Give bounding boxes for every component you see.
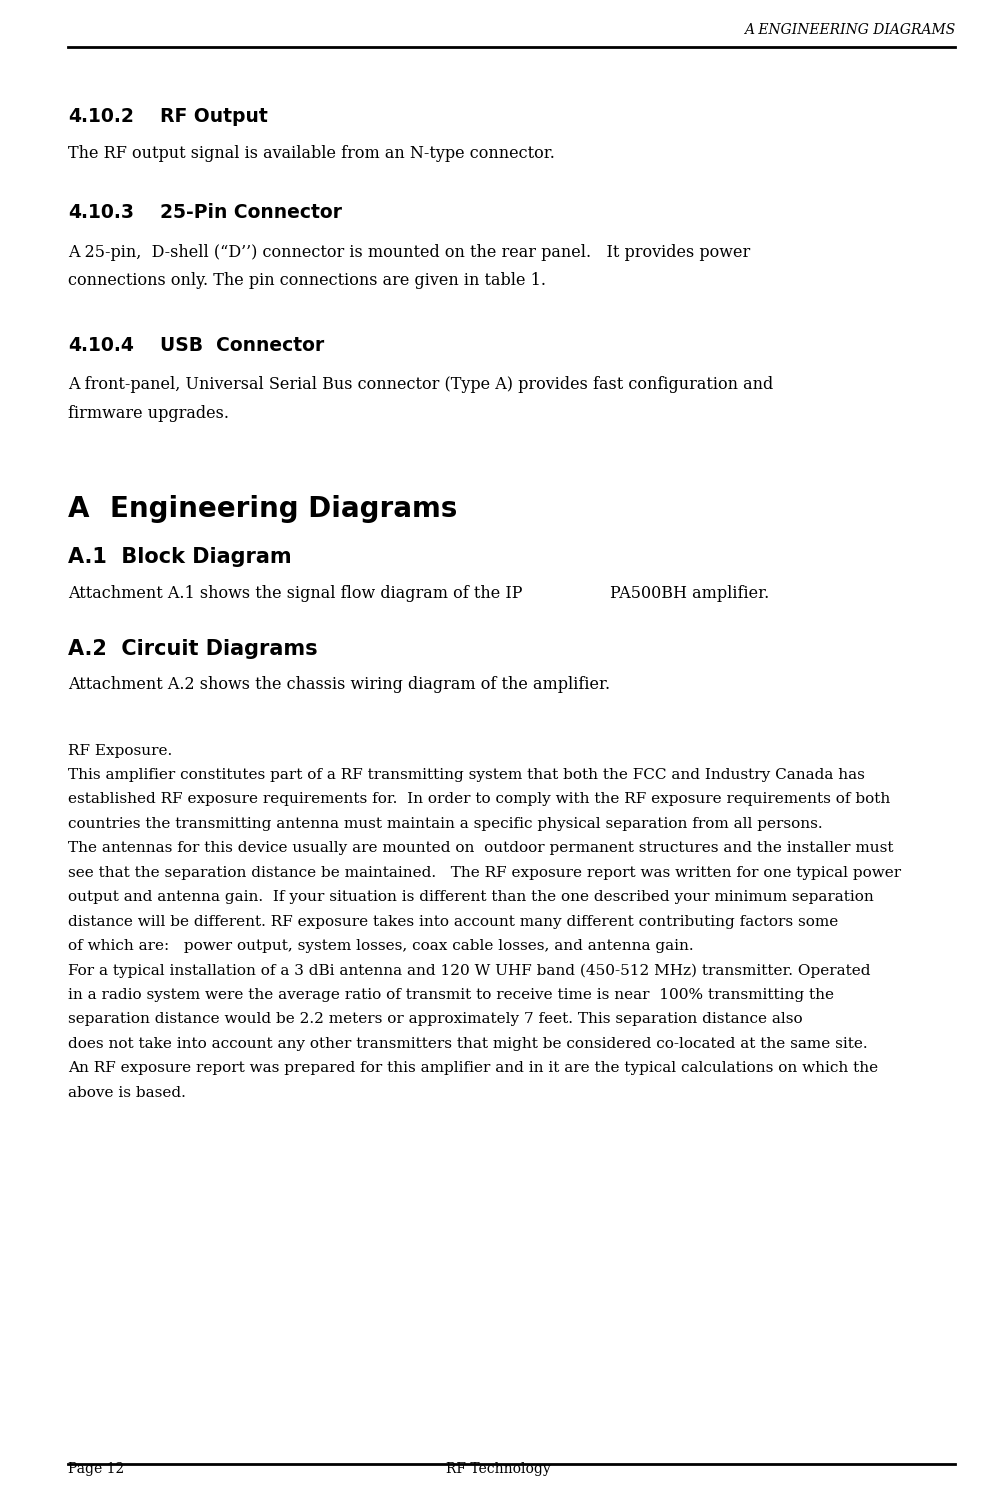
Text: above is based.: above is based. [68, 1085, 185, 1100]
Text: An RF exposure report was prepared for this amplifier and in it are the typical : An RF exposure report was prepared for t… [68, 1061, 878, 1075]
Text: Attachment A.2 shows the chassis wiring diagram of the amplifier.: Attachment A.2 shows the chassis wiring … [68, 676, 610, 693]
Text: 4.10.3: 4.10.3 [68, 202, 134, 222]
Text: Page 12: Page 12 [68, 1462, 124, 1475]
Text: connections only. The pin connections are given in table 1.: connections only. The pin connections ar… [68, 273, 545, 289]
Text: see that the separation distance be maintained.   The RF exposure report was wri: see that the separation distance be main… [68, 866, 901, 880]
Text: distance will be different. RF exposure takes into account many different contri: distance will be different. RF exposure … [68, 914, 838, 928]
Text: separation distance would be 2.2 meters or approximately 7 feet. This separation: separation distance would be 2.2 meters … [68, 1012, 803, 1027]
Text: A: A [68, 495, 90, 523]
Text: This amplifier constitutes part of a RF transmitting system that both the FCC an: This amplifier constitutes part of a RF … [68, 767, 864, 782]
Text: A.1  Block Diagram: A.1 Block Diagram [68, 547, 291, 567]
Text: RF Technology: RF Technology [446, 1462, 551, 1475]
Text: Attachment A.1 shows the signal flow diagram of the IP: Attachment A.1 shows the signal flow dia… [68, 585, 522, 601]
Text: firmware upgrades.: firmware upgrades. [68, 405, 228, 421]
Text: RF Output: RF Output [160, 108, 267, 126]
Text: The antennas for this device usually are mounted on  outdoor permanent structure: The antennas for this device usually are… [68, 841, 893, 856]
Text: 4.10.4: 4.10.4 [68, 336, 134, 355]
Text: established RF exposure requirements for.  In order to comply with the RF exposu: established RF exposure requirements for… [68, 793, 890, 806]
Text: does not take into account any other transmitters that might be considered co-lo: does not take into account any other tra… [68, 1037, 867, 1051]
Text: A.2  Circuit Diagrams: A.2 Circuit Diagrams [68, 639, 317, 658]
Text: RF Exposure.: RF Exposure. [68, 744, 172, 757]
Text: output and antenna gain.  If your situation is different than the one described : output and antenna gain. If your situati… [68, 890, 873, 904]
Text: countries the transmitting antenna must maintain a specific physical separation : countries the transmitting antenna must … [68, 817, 823, 830]
Text: 4.10.2: 4.10.2 [68, 108, 134, 126]
Text: A front-panel, Universal Serial Bus connector (Type A) provides fast configurati: A front-panel, Universal Serial Bus conn… [68, 376, 773, 393]
Text: A ENGINEERING DIAGRAMS: A ENGINEERING DIAGRAMS [744, 22, 955, 37]
Text: A 25-pin,  D-shell (“D’’) connector is mounted on the rear panel.   It provides : A 25-pin, D-shell (“D’’) connector is mo… [68, 243, 750, 261]
Text: For a typical installation of a 3 dBi antenna and 120 W UHF band (450-512 MHz) t: For a typical installation of a 3 dBi an… [68, 964, 870, 977]
Text: USB  Connector: USB Connector [160, 336, 324, 355]
Text: Engineering Diagrams: Engineering Diagrams [110, 495, 457, 523]
Text: PA500BH amplifier.: PA500BH amplifier. [610, 585, 770, 601]
Text: The RF output signal is available from an N-type connector.: The RF output signal is available from a… [68, 145, 554, 162]
Text: of which are:   power output, system losses, coax cable losses, and antenna gain: of which are: power output, system losse… [68, 938, 694, 953]
Text: in a radio system were the average ratio of transmit to receive time is near  10: in a radio system were the average ratio… [68, 988, 833, 1001]
Text: 25-Pin Connector: 25-Pin Connector [160, 202, 342, 222]
